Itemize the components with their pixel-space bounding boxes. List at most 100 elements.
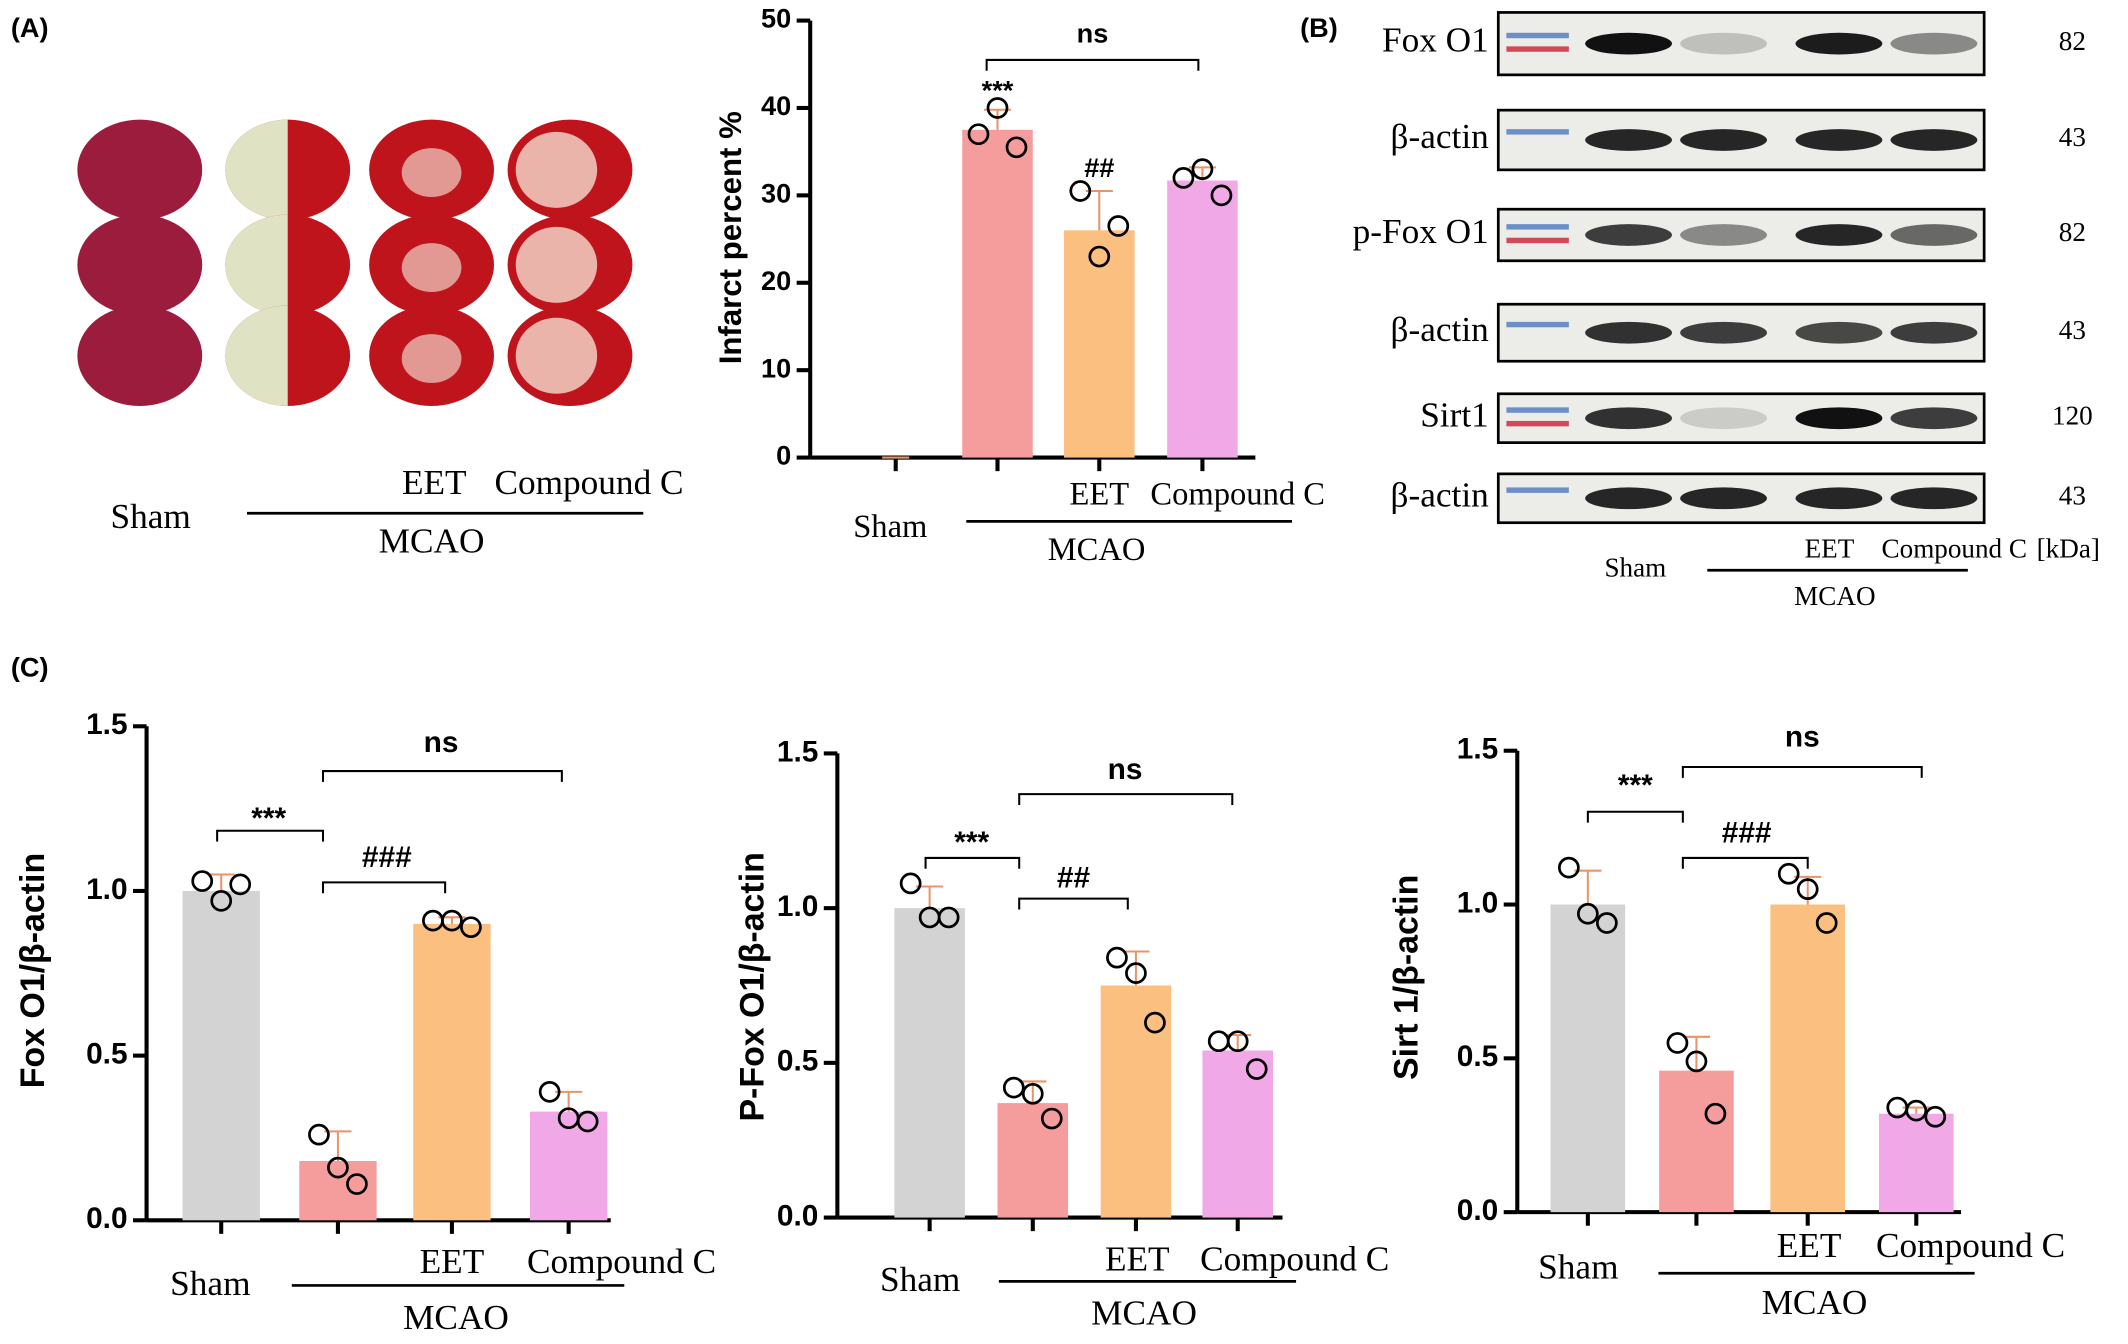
infarct [225, 214, 288, 316]
band [1890, 407, 1978, 430]
data-point [1144, 1011, 1166, 1034]
data-point [1040, 1107, 1063, 1130]
y-tick-label: 1.5 [777, 735, 818, 768]
band [1795, 407, 1883, 430]
data-point [1191, 158, 1214, 181]
significance-label: ns [424, 726, 459, 759]
y-tick-label: 50 [761, 3, 791, 34]
band [1890, 32, 1978, 55]
significance-label: *** [251, 802, 286, 835]
bar [997, 1103, 1069, 1218]
y-axis-label: P-Fox O1/β-actin [734, 852, 772, 1121]
data-point [1088, 245, 1111, 268]
band [1680, 32, 1767, 55]
lane-label: EET [1805, 533, 1855, 563]
band [1890, 129, 1978, 151]
band [1680, 224, 1767, 246]
significance-label: ### [362, 841, 412, 874]
significance-bracket [216, 829, 325, 842]
significance-label: ### [1722, 817, 1772, 850]
y-tick-label: 0.5 [777, 1045, 818, 1078]
y-tick-label: 1.0 [777, 890, 818, 923]
significance-label: ns [1785, 720, 1820, 753]
blot-label: Fox O1 [1382, 21, 1489, 60]
kda-label: 43 [2059, 481, 2086, 511]
kda-label: 82 [2059, 26, 2086, 56]
band [1680, 321, 1767, 344]
infarct [515, 131, 598, 208]
significance-bracket [1586, 810, 1684, 823]
x-tick-label: Sham [170, 1264, 250, 1303]
data-point [210, 889, 233, 912]
data-point [191, 870, 214, 892]
group-label: MCAO [1091, 1294, 1197, 1333]
band [1795, 321, 1883, 344]
significance-label: ns [1077, 18, 1109, 49]
data-point [1685, 1050, 1708, 1073]
y-axis-label: Infarct percent % [713, 111, 748, 364]
kda-label: 43 [2059, 315, 2086, 345]
kda-label: 82 [2059, 217, 2086, 247]
y-tick-label: 20 [761, 265, 791, 296]
brain-slice [77, 119, 203, 221]
data-point [1226, 1030, 1249, 1053]
significance-bracket [1018, 897, 1129, 910]
x-tick-label: Compound C [1150, 476, 1325, 512]
data-point [441, 909, 463, 932]
x-tick-label: Compound C [527, 1242, 716, 1281]
significance-label: ## [1084, 152, 1114, 183]
band [1680, 129, 1767, 151]
band [1585, 224, 1672, 246]
significance-bracket [1681, 765, 1923, 778]
y-tick-label: 10 [761, 352, 791, 383]
y-tick-label: 0 [776, 440, 791, 471]
panel-label: (B) [1300, 12, 1338, 43]
ladder [1506, 420, 1569, 427]
data-point [327, 1156, 349, 1179]
data-point [1069, 180, 1092, 202]
panel-label: (A) [11, 12, 49, 43]
infarct [515, 317, 598, 394]
bar [962, 129, 1033, 458]
data-point [1666, 1032, 1689, 1054]
data-point [1125, 962, 1147, 984]
data-point [460, 916, 482, 939]
ladder [1506, 487, 1569, 493]
x-tick-label: Compound C [1200, 1239, 1389, 1278]
significance-label: *** [954, 826, 989, 859]
western-blot [1496, 11, 1986, 525]
data-point [1107, 215, 1130, 237]
y-tick-label: 30 [761, 178, 791, 209]
group-label: MCAO [1048, 532, 1146, 568]
x-tick-label: Sham [880, 1260, 960, 1299]
significance-bracket [321, 770, 563, 782]
data-point [1704, 1102, 1727, 1125]
bar [413, 923, 491, 1221]
x-tick-label: Compound C [1876, 1226, 2065, 1265]
lane-label: MCAO [1794, 581, 1875, 611]
data-point [1815, 912, 1838, 934]
data-point [538, 1080, 561, 1103]
error-bar [916, 885, 944, 909]
error-bar [1682, 1035, 1710, 1071]
unit-label: [kDa] [2037, 533, 2100, 563]
panel-label: (C) [11, 651, 49, 682]
group-label: EET [402, 463, 467, 502]
ladder [1506, 407, 1569, 413]
bar [1100, 985, 1172, 1218]
lane-label: Compound C [1882, 533, 2027, 563]
data-point [1905, 1099, 1928, 1122]
significance-bracket [321, 881, 447, 894]
band [1680, 487, 1767, 510]
y-tick-label: 1.5 [1457, 733, 1499, 766]
blot-label: β-actin [1391, 475, 1490, 514]
band [1795, 129, 1883, 151]
y-axis-label: Sirt 1/β-actin [1388, 875, 1426, 1080]
ladder [1506, 237, 1569, 244]
error-bar [1122, 950, 1150, 986]
data-point [346, 1173, 368, 1195]
data-point [986, 97, 1009, 119]
data-point [1558, 856, 1580, 879]
y-tick-label: 0.0 [1457, 1194, 1499, 1227]
